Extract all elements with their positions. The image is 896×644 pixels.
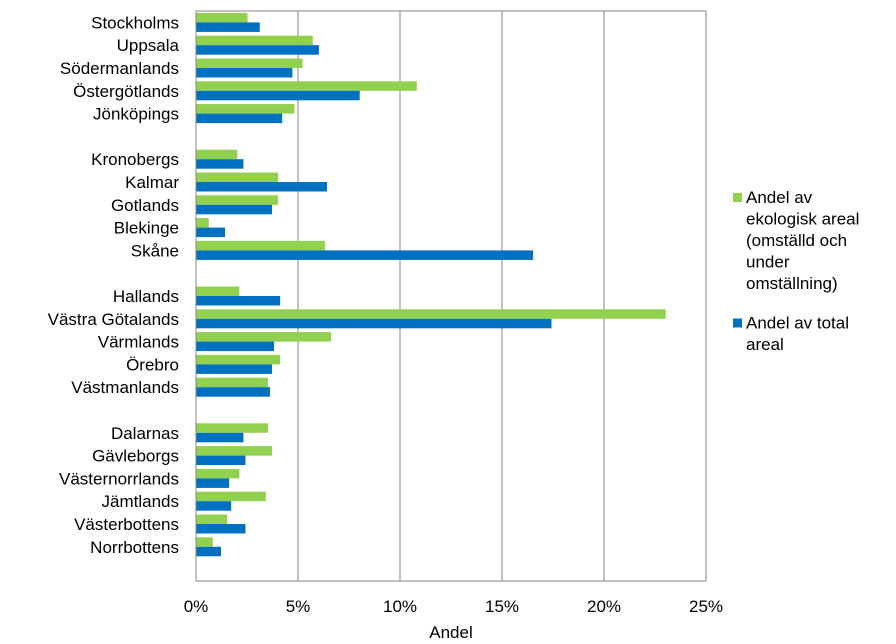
bar-ekologisk-14: [196, 377, 268, 388]
category-label: Gotlands: [111, 196, 179, 215]
bar-ekologisk-11: [196, 309, 666, 319]
bar-ekologisk-12: [196, 332, 332, 342]
category-label: Norrbottens: [90, 538, 179, 557]
bar-total-7: [196, 204, 272, 215]
legend-label: Andel av: [746, 188, 813, 207]
x-tick-label: 5%: [286, 597, 311, 616]
legend-label: (omställd och: [746, 231, 847, 250]
category-label: Värmlands: [98, 333, 179, 352]
x-tick-label: 20%: [587, 597, 621, 616]
category-label: Gävleborgs: [92, 447, 179, 466]
bar-total-18: [196, 501, 232, 511]
category-label: Stockholms: [91, 13, 179, 32]
category-label: Västra Götalands: [48, 310, 179, 329]
bar-total-3: [196, 90, 360, 101]
bar-ekologisk-19: [196, 514, 228, 524]
bar-ekologisk-5: [196, 149, 238, 160]
bar-total-5: [196, 159, 244, 169]
category-labels: Stockholms Uppsala Södermanlands Östergötla…: [48, 13, 180, 556]
category-label: Västernorrlands: [59, 469, 179, 488]
bar-total-6: [196, 182, 328, 192]
bar-ekologisk-8: [196, 218, 209, 228]
bar-total-11: [196, 318, 552, 329]
bar-total-20: [196, 546, 221, 557]
x-axis-title: Andel: [429, 623, 472, 642]
bar-total-0: [196, 22, 260, 32]
bar-ekologisk-1: [196, 35, 313, 46]
bar-ekologisk-4: [196, 104, 295, 114]
bar-ekologisk-6: [196, 172, 279, 182]
x-tick-label: 0%: [184, 597, 209, 616]
legend-label: ekologisk areal: [746, 210, 859, 229]
category-label: Hallands: [113, 287, 179, 306]
bar-total-13: [196, 364, 272, 374]
legend-label: areal: [746, 335, 784, 354]
bar-total-9: [196, 250, 534, 260]
category-label: Örebro: [126, 355, 179, 374]
plot-area-border: [195, 10, 707, 582]
bar-ekologisk-17: [196, 468, 240, 479]
category-label: Blekinge: [114, 219, 179, 238]
category-label: Skåne: [131, 241, 179, 260]
bar-total-4: [196, 113, 283, 124]
bar-ekologisk-10: [196, 286, 240, 296]
bar-total-16: [196, 455, 246, 466]
bar-ekologisk-18: [196, 491, 266, 502]
legend-swatch-ekologisk: [733, 193, 742, 202]
bar-ekologisk-3: [196, 81, 417, 91]
bar-ekologisk-7: [196, 195, 279, 205]
category-label: Östergötlands: [73, 82, 179, 101]
bar-ekologisk-15: [196, 423, 268, 433]
bar-total-19: [196, 524, 246, 534]
bar-total-15: [196, 432, 244, 443]
legend-label: omställning): [746, 274, 838, 293]
legend-label: Andel av total: [746, 314, 849, 333]
x-tick-label: 25%: [689, 597, 723, 616]
bar-ekologisk-0: [196, 12, 248, 23]
category-label: Jönköpings: [93, 105, 179, 124]
legend-label: under: [746, 253, 790, 272]
category-label: Södermanlands: [60, 59, 179, 78]
bar-total-12: [196, 341, 275, 352]
bar-ekologisk-16: [196, 446, 272, 456]
x-tick-label: 10%: [383, 597, 417, 616]
x-tick-label: 15%: [485, 597, 519, 616]
bar-ekologisk-20: [196, 537, 213, 547]
bar-ekologisk-2: [196, 58, 303, 68]
category-label: Västerbottens: [74, 515, 179, 534]
category-label: Jämtlands: [102, 492, 179, 511]
x-tick-labels: 0% 5% 10% 15% 20% 25%: [184, 597, 723, 616]
bar-total-10: [196, 296, 281, 306]
category-label: Kalmar: [125, 173, 179, 192]
bar-total-8: [196, 227, 226, 238]
bar-total-2: [196, 68, 293, 78]
category-label: Västmanlands: [71, 378, 179, 397]
bar-total-17: [196, 478, 230, 488]
bars: [196, 12, 666, 557]
bar-ekologisk-13: [196, 354, 281, 365]
bar-ekologisk-9: [196, 240, 326, 251]
legend-swatch-total: [733, 318, 742, 328]
bar-total-14: [196, 387, 270, 397]
category-label: Kronobergs: [91, 150, 179, 169]
bar-total-1: [196, 45, 319, 55]
gridlines: [297, 11, 605, 581]
legend: Andel av ekologisk areal (omställd och unde…: [733, 188, 859, 354]
category-label: Uppsala: [117, 36, 180, 55]
category-label: Dalarnas: [111, 424, 179, 443]
